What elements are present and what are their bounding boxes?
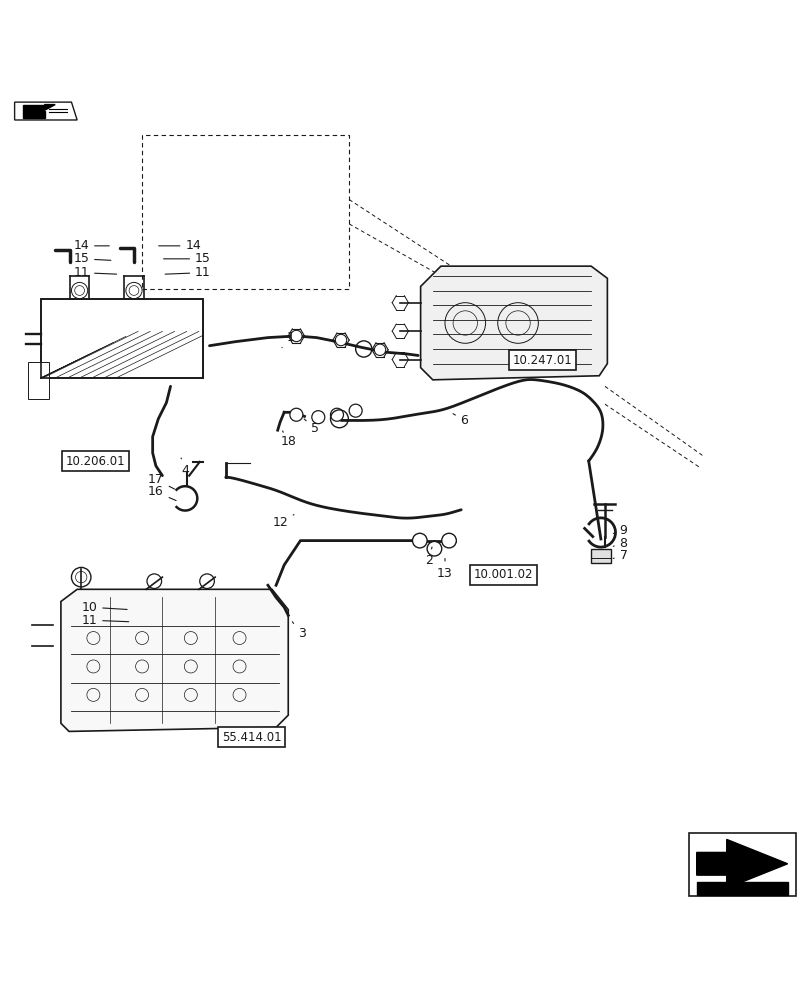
Text: 9: 9 [612,524,627,537]
Bar [688,833,795,896]
Text: 6: 6 [453,414,468,427]
Bar [41,299,203,378]
Circle shape [441,533,456,548]
Circle shape [374,344,385,355]
Circle shape [427,541,441,556]
Circle shape [311,411,324,424]
Bar [28,362,49,398]
Text: 14: 14 [73,239,109,252]
Polygon shape [45,105,55,110]
Text: 13: 13 [436,558,453,580]
Text: 14: 14 [158,239,201,252]
Text: 10.206.01: 10.206.01 [66,455,126,468]
Text: 18: 18 [280,431,296,448]
Text: 17: 17 [148,473,174,489]
Text: 15: 15 [73,252,111,265]
Bar [590,549,610,563]
Text: 12: 12 [272,515,294,529]
Text: 1: 1 [281,331,294,348]
Polygon shape [23,105,45,118]
Text: 55.414.01: 55.414.01 [221,731,281,744]
Circle shape [349,404,362,417]
Circle shape [290,330,302,342]
Text: 10.001.02: 10.001.02 [473,568,533,581]
Text: 5: 5 [304,419,319,435]
Circle shape [335,334,346,346]
Polygon shape [61,589,288,731]
Polygon shape [696,882,787,895]
Circle shape [290,408,303,421]
Text: 11: 11 [73,266,117,279]
Text: 15: 15 [163,252,211,265]
Text: 8: 8 [612,537,627,550]
Text: 2: 2 [424,547,432,567]
Text: 10: 10 [81,601,127,614]
Polygon shape [420,266,607,380]
Text: 16: 16 [148,485,176,501]
Polygon shape [696,839,787,888]
Text: 7: 7 [612,549,627,562]
Text: 3: 3 [292,622,306,640]
Text: 10.247.01: 10.247.01 [512,354,572,367]
Polygon shape [45,105,55,110]
Bar [41,299,203,378]
Text: 11: 11 [165,266,211,279]
Text: 11: 11 [81,614,129,627]
Circle shape [412,533,427,548]
Text: 4: 4 [181,458,189,477]
Circle shape [330,408,343,421]
